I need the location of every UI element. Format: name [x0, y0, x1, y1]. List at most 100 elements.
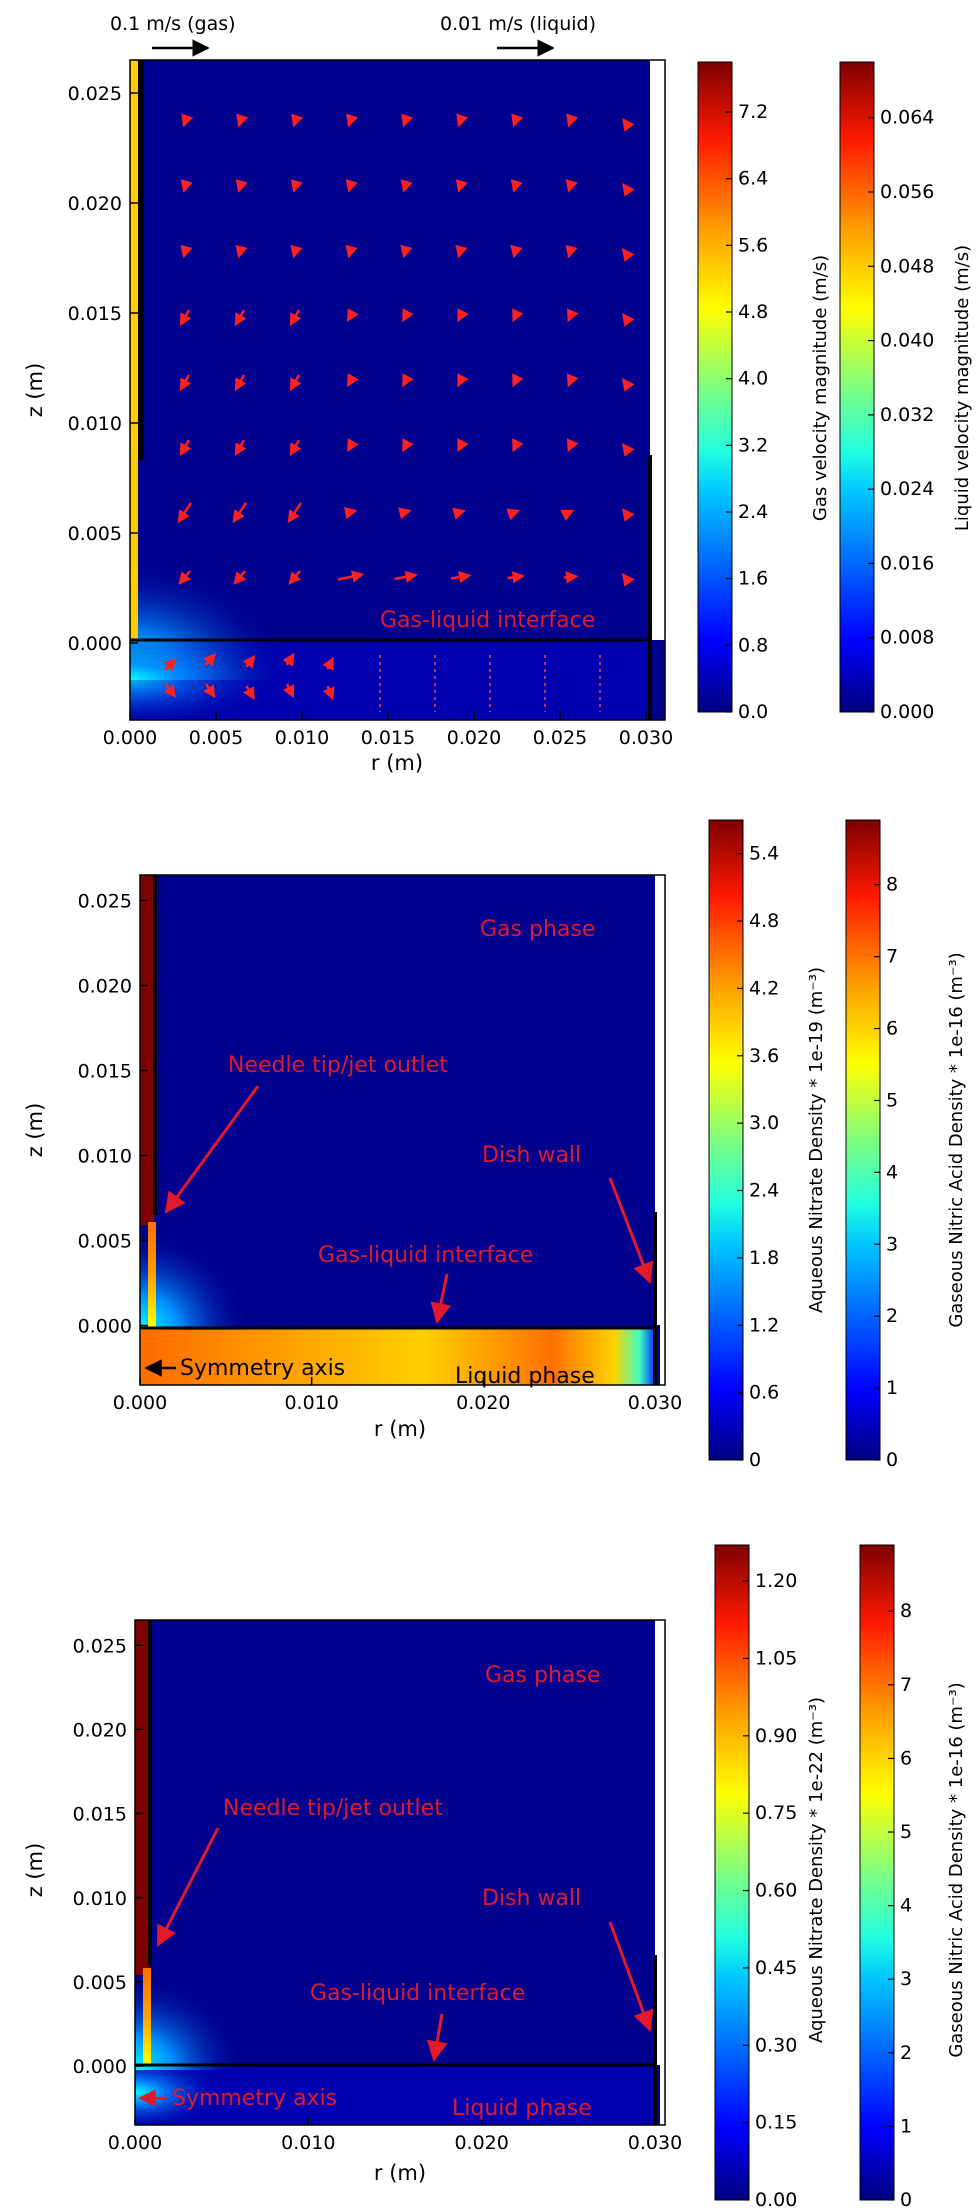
p1-velocity-arrow	[345, 179, 358, 193]
p1-colorbar-tick-label: 0.056	[880, 181, 934, 203]
p1-quiver-key-liquid: 0.01 m/s (liquid)	[440, 13, 596, 35]
p3-y-tick-label: 0.020	[73, 1719, 127, 1741]
p1-y-tick-label: 0.015	[68, 303, 122, 325]
p1-velocity-arrow	[566, 113, 579, 128]
p1-x-tick-label: 0.020	[447, 727, 501, 749]
p2-colorbar-tick-label: 5.4	[749, 843, 779, 865]
p1-colorbar-tick-label: 0.032	[880, 404, 934, 426]
p1-velocity-arrow	[178, 570, 192, 585]
p1-colorbar-tick-label: 7.2	[738, 101, 768, 123]
p1-axis-strip	[130, 60, 138, 640]
p3-colorbar-tick-label: 1.05	[755, 1647, 797, 1669]
p1-interface-annotation: Gas-liquid interface	[380, 608, 595, 633]
p3-y-tick-label: 0.005	[73, 1972, 127, 1994]
p1-colorbar-gas	[697, 61, 733, 713]
p3-colorbar-tick-label: 6	[900, 1747, 912, 1769]
p2-right-gap	[655, 875, 665, 1325]
p1-velocity-arrows	[163, 113, 635, 712]
p2-plot-frame	[139, 874, 666, 1386]
p2-interface-arrow	[430, 1273, 452, 1325]
p3-interface-label: Gas-liquid interface	[310, 1981, 525, 2006]
p1-velocity-arrow	[398, 507, 412, 520]
panel-nitrate-2: 0.000 0.010 0.020 0.030 0.0000.0050.0100.01…	[23, 1544, 967, 2210]
p1-liquid-velocity-arrow	[163, 658, 177, 672]
p3-x-tick-label: 0.010	[281, 2132, 335, 2154]
p1-y-tick-label: 0.000	[68, 633, 122, 655]
p1-velocity-arrow	[177, 502, 193, 524]
p1-liquid-glow	[130, 640, 390, 720]
p1-velocity-arrow	[622, 378, 635, 392]
p1-velocity-arrow	[506, 508, 521, 521]
p1-colorbar-liquid-label: Liquid velocity magnitude (m/s)	[952, 245, 973, 531]
p1-velocity-arrow	[622, 248, 635, 262]
p3-x-axis: 0.000 0.010 0.020 0.030	[108, 2117, 682, 2154]
p1-velocity-arrow	[236, 113, 249, 128]
p1-quiver-key-gas: 0.1 m/s (gas)	[110, 13, 236, 35]
p1-velocity-arrow	[511, 113, 524, 128]
p1-y-tick-label: 0.020	[68, 193, 122, 215]
p1-colorbar-tick-label: 3.2	[738, 434, 768, 456]
p2-needle-edge	[153, 875, 157, 1215]
p3-jet-glow	[135, 1975, 245, 2070]
p1-velocity-arrow	[510, 179, 523, 193]
p1-velocity-arrow	[402, 308, 414, 323]
p1-colorbar-tick-label: 5.6	[738, 234, 768, 256]
p2-colorbar-tick-label: 7	[886, 946, 898, 968]
p3-x-tick-label: 0.030	[628, 2132, 682, 2154]
panel-velocity: 0.000 0.005 0.010 0.015 0.020 0.025 0.030 0.00…	[23, 13, 973, 775]
p1-colorbar-tick-label: 0.024	[880, 478, 934, 500]
p1-y-axis: 0.000 0.005 0.010 0.015 0.020 0.025	[68, 83, 138, 655]
p1-velocity-arrow	[512, 373, 524, 388]
p1-x-axis-label: r (m)	[371, 751, 423, 775]
p3-colorbar-tick-label: 0.15	[755, 2112, 797, 2134]
p3-colorbar-tick-label: 8	[900, 1600, 912, 1622]
p1-colorbar-tick-label: 0.016	[880, 552, 934, 574]
p2-colorbar-tick-label: 0	[749, 1449, 761, 1471]
p2-colorbar-tick-label: 4	[886, 1161, 898, 1183]
p2-symmetry-label: Symmetry axis	[180, 1356, 345, 1381]
p1-liquid-velocity-arrow	[282, 652, 295, 667]
p1-velocity-arrow	[288, 570, 302, 585]
p2-y-tick-label: 0.005	[78, 1231, 132, 1253]
p3-x-tick-label: 0.020	[454, 2132, 508, 2154]
p2-colorbar-tick-label: 0	[886, 1449, 898, 1471]
p1-velocity-arrow	[394, 570, 418, 584]
p1-velocity-arrow	[622, 183, 635, 197]
p3-colorbar-nitric	[859, 1544, 895, 2201]
p1-x-tick-label: 0.030	[619, 727, 673, 749]
p3-y-tick-label: 0.010	[73, 1888, 127, 1910]
p2-colorbar-tick-label: 1.8	[749, 1247, 779, 1269]
p2-x-axis-label: r (m)	[374, 1417, 426, 1441]
p3-needle-edge	[148, 1620, 152, 1965]
p1-y-tick-label: 0.010	[68, 413, 122, 435]
p3-symmetry-label: Symmetry axis	[172, 2086, 337, 2111]
p3-needle-arrow	[156, 1827, 220, 1947]
p1-velocity-arrow	[234, 309, 247, 327]
p1-velocity-arrow	[400, 179, 413, 193]
p1-velocity-arrow	[457, 373, 469, 388]
p2-y-tick-label: 0.020	[78, 976, 132, 998]
p3-colorbar-tick-label: 3	[900, 1968, 912, 1990]
p2-colorbar-tick-label: 3.6	[749, 1045, 779, 1067]
p2-dish-wall-arrow	[608, 1177, 654, 1284]
p1-velocity-arrow	[180, 179, 193, 193]
p1-liquid-velocity-arrow	[282, 683, 295, 699]
p2-colorbar-tick-label: 8	[886, 874, 898, 896]
p2-x-tick-label: 0.030	[628, 1392, 682, 1414]
p2-colorbar-nitrate-ticks: 0 0.6 1.2 1.8 2.4 3.0 3.6 4.2 4.8 5.4	[737, 843, 779, 1471]
p1-colorbar-tick-label: 0.000	[880, 701, 934, 723]
p2-colorbar-tick-label: 3	[886, 1233, 898, 1255]
p1-liquid-velocity-arrow	[242, 655, 256, 669]
p2-x-axis: 0.000 0.010 0.020 0.030	[113, 1377, 682, 1414]
p1-velocity-arrow	[402, 373, 414, 388]
p1-velocity-arrow	[343, 506, 358, 520]
p2-x-tick-label: 0.000	[113, 1392, 167, 1414]
p3-interface-arrow	[426, 2013, 448, 2063]
p1-velocity-arrow	[512, 438, 524, 453]
p1-colorbar-liquid	[839, 61, 875, 713]
p3-colorbar-tick-label: 0.60	[755, 1880, 797, 1902]
p2-colorbar-tick-label: 2.4	[749, 1180, 779, 1202]
p1-velocity-arrow	[289, 309, 302, 327]
p3-colorbar-nitrate-label: Aqueous Nitrate Density * 1e-22 (m⁻³)	[806, 1697, 827, 2043]
